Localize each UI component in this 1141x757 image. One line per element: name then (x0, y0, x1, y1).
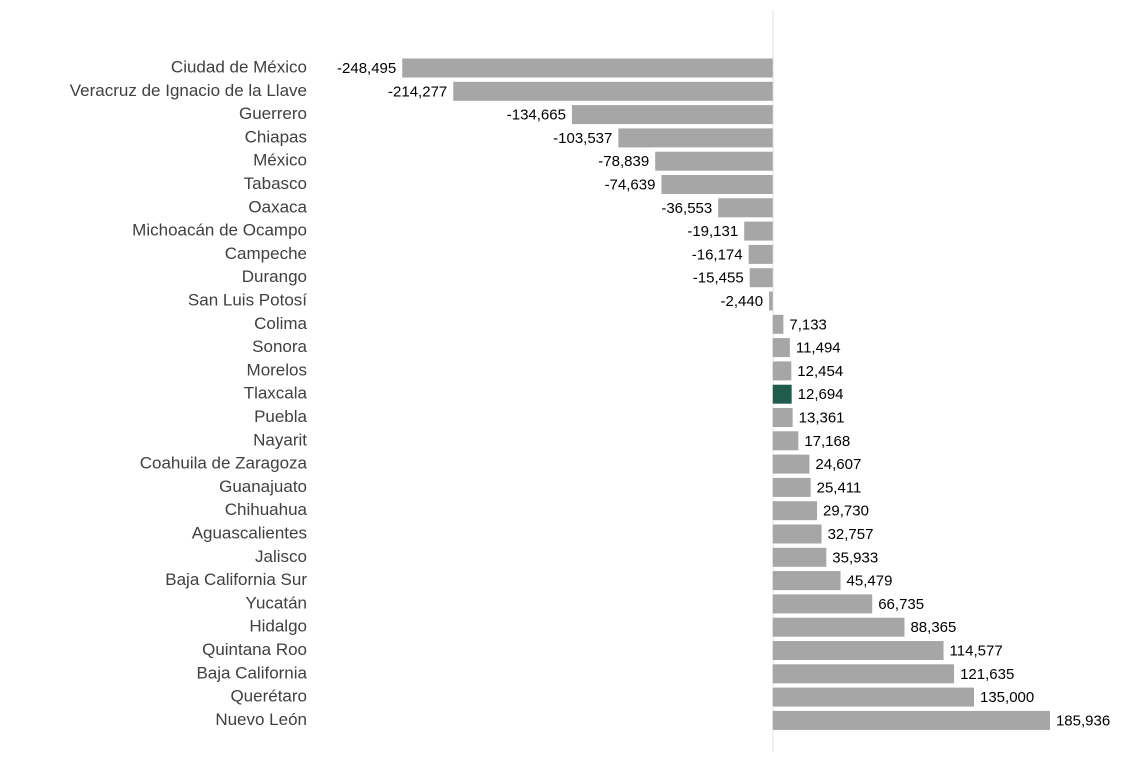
bar (772, 338, 790, 358)
category-label: Guanajuato (219, 477, 307, 496)
category-label: Baja California Sur (165, 570, 307, 589)
data-label: 135,000 (980, 689, 1034, 706)
data-label: -19,131 (687, 223, 738, 240)
data-label: 13,361 (799, 409, 845, 426)
category-label: San Luis Potosí (188, 290, 307, 309)
category-label: Querétaro (230, 687, 307, 706)
bar (772, 687, 974, 707)
bar (453, 81, 773, 101)
data-label: 185,936 (1056, 712, 1110, 729)
data-label: 29,730 (823, 503, 869, 520)
bar (618, 128, 773, 148)
data-label: -2,440 (721, 293, 764, 310)
bar (772, 710, 1050, 730)
bar (402, 58, 773, 78)
data-label: 24,607 (815, 456, 861, 473)
category-label: Quintana Roo (202, 640, 307, 659)
bar (772, 431, 799, 451)
category-label: Guerrero (239, 104, 307, 123)
bar (772, 454, 810, 474)
bar (772, 617, 905, 637)
data-label: 25,411 (817, 479, 862, 496)
bar (571, 105, 773, 125)
data-label: 12,694 (798, 386, 844, 403)
category-label: Coahuila de Zaragoza (140, 454, 308, 473)
category-label: México (253, 151, 307, 170)
data-label: 35,933 (832, 549, 878, 566)
data-label: -16,174 (692, 246, 743, 263)
data-label: 12,454 (797, 363, 843, 380)
category-label: Oaxaca (248, 197, 307, 216)
bar (769, 291, 773, 311)
bar (772, 408, 793, 427)
category-label: Tabasco (244, 174, 307, 193)
category-label: Nuevo León (215, 710, 307, 729)
category-label: Aguascalientes (192, 523, 307, 542)
data-label: -214,277 (388, 83, 447, 100)
category-label: Michoacán de Ocampo (132, 221, 307, 240)
bar (748, 244, 773, 264)
category-label: Tlaxcala (244, 384, 308, 403)
data-label: 45,479 (847, 573, 893, 590)
bar (772, 314, 784, 334)
bar (655, 151, 773, 171)
category-label: Campeche (225, 244, 307, 263)
data-label: -74,639 (605, 176, 656, 193)
category-label: Baja California (196, 663, 307, 682)
category-label: Durango (242, 267, 307, 286)
category-label: Veracruz de Ignacio de la Llave (70, 81, 307, 100)
category-label: Sonora (252, 337, 307, 356)
category-label: Colima (254, 314, 307, 333)
data-label: -78,839 (598, 153, 649, 170)
data-label: -248,495 (337, 60, 396, 77)
data-label: 11,494 (796, 340, 841, 357)
bar (749, 268, 773, 288)
bar (772, 594, 873, 614)
bar (772, 524, 822, 544)
bar (772, 641, 944, 660)
data-label: -103,537 (553, 130, 612, 147)
bar (772, 664, 955, 684)
data-label: 32,757 (828, 526, 874, 543)
data-label: 7,133 (789, 316, 827, 333)
bar (772, 477, 811, 497)
data-label: 66,735 (878, 596, 924, 613)
data-label: -36,553 (661, 200, 712, 217)
data-label: -134,665 (507, 107, 566, 124)
category-label: Morelos (247, 360, 307, 379)
category-label: Puebla (254, 407, 307, 426)
bar (772, 547, 827, 567)
bar (772, 361, 792, 381)
data-label: 114,577 (950, 642, 1003, 659)
category-label: Hidalgo (249, 617, 307, 636)
bar (772, 571, 841, 591)
data-label: 17,168 (804, 433, 850, 450)
category-label: Ciudad de México (171, 57, 307, 76)
data-label: 88,365 (910, 619, 956, 636)
data-label: -15,455 (693, 270, 744, 287)
category-label: Nayarit (253, 430, 307, 449)
bar (661, 175, 773, 194)
bar (744, 221, 773, 241)
category-label: Chihuahua (225, 500, 308, 519)
bar (772, 384, 792, 404)
category-label: Jalisco (255, 547, 307, 566)
category-label: Yucatán (246, 593, 307, 612)
bar (718, 198, 773, 218)
category-label: Chiapas (245, 127, 307, 146)
bar (772, 501, 818, 521)
data-label: 121,635 (960, 666, 1014, 683)
